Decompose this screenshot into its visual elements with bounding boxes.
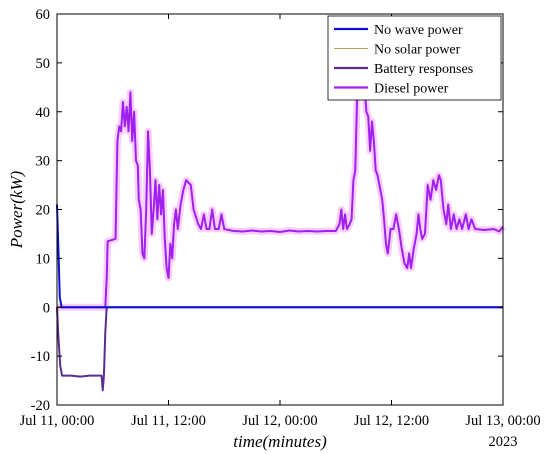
series-line-diesel-power [57, 86, 504, 309]
legend-label: Diesel power [374, 82, 449, 97]
series-layer [56, 83, 506, 392]
legend: No wave power No solar power Battery respo… [327, 15, 502, 101]
series-line-no-wave-power [56, 204, 503, 309]
y-tick-label: 0 [43, 300, 50, 316]
y-tick-label: -10 [31, 349, 50, 365]
y-tick-label: 60 [36, 7, 51, 23]
x-tick-label: Jul 12, 12:00 [354, 413, 429, 429]
y-tick-label: 40 [36, 105, 51, 121]
y-axis-title: Power(kW) [7, 170, 26, 249]
y-tick-label: 20 [36, 203, 51, 219]
y-tick-label: 30 [36, 154, 51, 170]
x-tick-label: Jul 13, 00:00 [465, 413, 540, 429]
x-tick-label: Jul 11, 12:00 [131, 413, 206, 429]
legend-label: No wave power [374, 23, 463, 38]
x-tick-label: Jul 12, 00:00 [242, 413, 317, 429]
legend-label: Battery responses [374, 62, 473, 77]
y-tick-label: 10 [36, 251, 51, 267]
x-tick-label: Jul 11, 00:00 [20, 413, 95, 429]
series-line-battery-responses [56, 306, 503, 392]
x-axis-title: time(minutes) [233, 432, 327, 451]
axis-ticks: -20 -10 0 10 20 30 40 50 60 Jul 11, 00:00 Jul 11, … [20, 7, 541, 429]
y-tick-label: 50 [36, 56, 51, 72]
y-tick-label: -20 [31, 398, 50, 414]
legend-label: No solar power [374, 43, 461, 58]
x-axis-year-label: 2023 [489, 434, 518, 450]
